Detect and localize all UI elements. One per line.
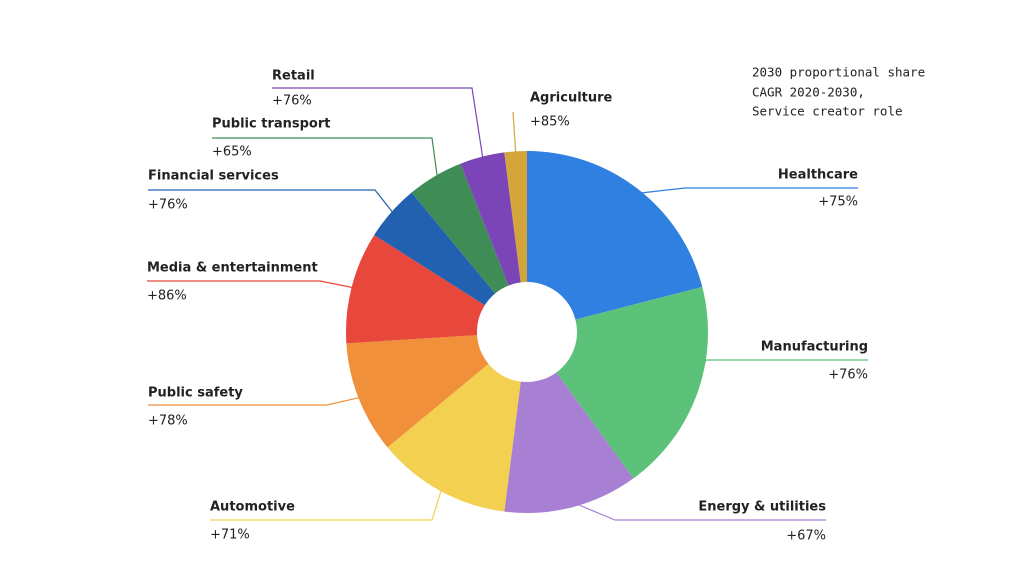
leader-line [212,137,439,182]
slice [504,151,527,283]
leader-line [210,485,444,521]
leader-line [148,395,365,406]
category-label: Public transport [212,117,331,132]
category-label: Retail [272,69,315,84]
cagr-label: +76% [148,198,188,213]
cagr-label: +86% [147,289,187,304]
category-label: Financial services [148,169,279,184]
cagr-label: +76% [828,368,868,383]
category-label: Healthcare [778,168,858,183]
slice [345,235,485,344]
cagr-label: +75% [818,195,858,210]
slice [556,286,708,479]
slice [504,372,634,513]
slice [387,363,521,512]
cagr-label: +71% [210,528,250,543]
category-label: Energy & utilities [698,500,826,515]
leader-line [147,280,358,290]
note-line: Service creator role [752,104,903,119]
cagr-label: +78% [148,414,188,429]
cagr-label: +65% [212,145,252,160]
category-label: Media & entertainment [147,261,318,276]
category-label: Agriculture [530,91,613,106]
slice [527,151,703,320]
slice [460,152,521,286]
note-line: CAGR 2020-2030, [752,85,865,100]
cagr-label: +76% [272,94,312,109]
leader-line [691,359,868,392]
leader-line [512,111,517,158]
slice [346,335,489,448]
cagr-label: +67% [786,529,826,544]
slice [411,163,509,294]
cagr-label: +85% [530,115,570,130]
leader-line [272,87,485,163]
category-label: Manufacturing [761,340,868,355]
category-label: Automotive [210,500,295,515]
slice [374,192,496,306]
leader-line [570,500,826,521]
leader-line [634,187,858,195]
leader-line [148,189,397,217]
category-label: Public safety [148,386,243,401]
note-line: 2030 proportional share [752,65,925,80]
